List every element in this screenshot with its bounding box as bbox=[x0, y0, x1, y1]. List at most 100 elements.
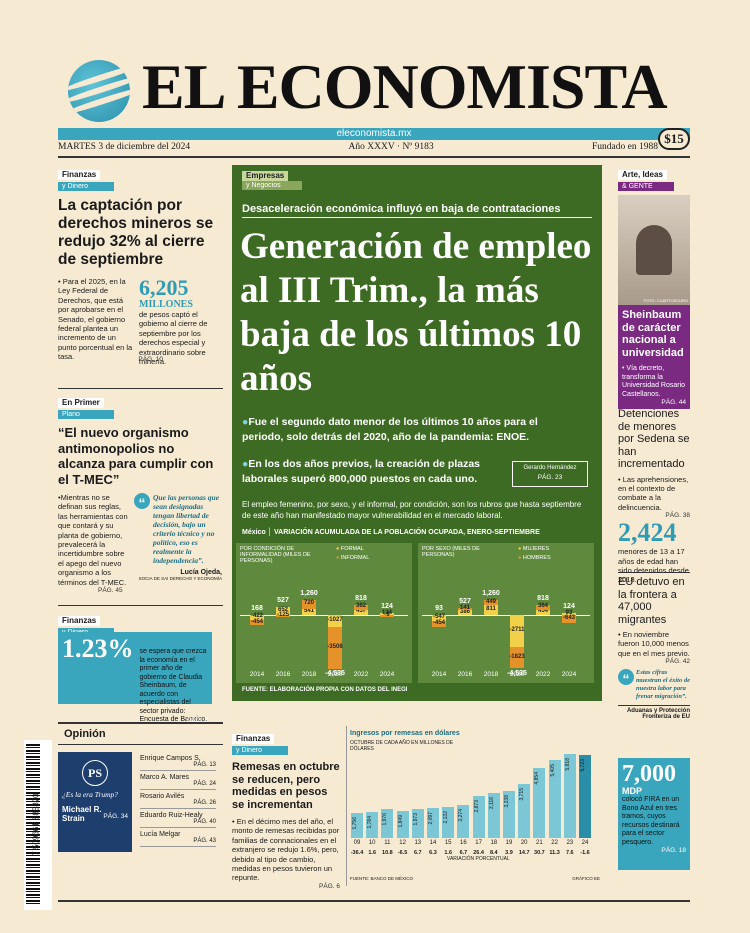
bar-formal bbox=[328, 615, 342, 628]
remesas-value-label: 5,818 bbox=[564, 757, 571, 771]
remesas-value-label: 5,405 bbox=[549, 763, 556, 777]
figure-unit-fira: MDP bbox=[622, 786, 642, 796]
remesas-change-label: 3.9 bbox=[505, 850, 513, 856]
remesas-bar bbox=[366, 812, 379, 838]
chart-informality: POR CONDICIÓN DE INFORMALIDAD (MILES DE … bbox=[236, 543, 412, 683]
remesas-change-label: 6.3 bbox=[429, 850, 437, 856]
remesas-change-label: 1.6 bbox=[444, 850, 453, 856]
x-tick-label: 2018 bbox=[301, 671, 317, 678]
page-ref[interactable]: PÁG. 18 bbox=[661, 847, 686, 854]
page-ref[interactable]: PÁG. 8 bbox=[187, 716, 208, 724]
remesas-chart: Ingresos por remesas en dólares OCTUBRE … bbox=[346, 726, 604, 886]
bar-value-label: 652 bbox=[277, 607, 288, 614]
bar-mujeres bbox=[536, 609, 550, 615]
columnist-item[interactable]: Lucía Melgar PÁG. 43 bbox=[140, 828, 216, 847]
bar-value-label: -643 bbox=[562, 614, 575, 621]
page-ref[interactable]: PÁG. 44 bbox=[661, 399, 686, 406]
bullet-dot-icon: ● bbox=[242, 458, 249, 470]
remesas-year-label: 11 bbox=[384, 840, 391, 846]
opinion-section: Opinión bbox=[58, 722, 223, 745]
bar-hombres bbox=[484, 600, 498, 606]
page-ref[interactable]: PÁG. 6 bbox=[319, 882, 340, 890]
price-badge: $15 bbox=[658, 128, 690, 150]
bar-value-label: -9 bbox=[384, 612, 390, 618]
barcode-icon bbox=[26, 744, 40, 906]
bar-value-label: 362 bbox=[355, 603, 366, 610]
legend-dot-women-icon: ● bbox=[518, 546, 522, 552]
growth-text: se espera que crezca la economía en el p… bbox=[139, 648, 208, 723]
columnist-item[interactable]: Enrique Campos S. PÁG. 13 bbox=[140, 752, 216, 771]
remesas-year-label: 21 bbox=[536, 840, 543, 846]
columnist-list: Enrique Campos S. PÁG. 13 Marco A. Mares P… bbox=[140, 752, 216, 847]
columnist-item[interactable]: Marco A. Mares PÁG. 24 bbox=[140, 771, 216, 790]
chart-title-informality: POR CONDICIÓN DE INFORMALIDAD (MILES DE … bbox=[240, 546, 311, 564]
bar-value-label: 457 bbox=[355, 608, 366, 615]
remesas-year-label: 12 bbox=[399, 840, 406, 846]
remesas-year-label: 14 bbox=[429, 840, 437, 846]
x-tick-label: 2018 bbox=[483, 671, 499, 678]
columnist-name: Rosario Avilés bbox=[140, 793, 185, 800]
total-label: -4,535 bbox=[325, 669, 345, 677]
opinion-feature[interactable]: PS ¿Es la era Trump? Michael R. Strain P… bbox=[58, 752, 132, 852]
x-tick-label: 2016 bbox=[457, 671, 473, 678]
headline-university[interactable]: Sheinbaum de carácter nacional a univers… bbox=[622, 309, 684, 359]
page-ref[interactable]: PÁG. 10 bbox=[138, 356, 163, 364]
headline-mining[interactable]: La captación por derechos mineros se red… bbox=[58, 197, 214, 268]
section-label: Empresas bbox=[242, 171, 289, 181]
bar-value-label: 386 bbox=[459, 608, 470, 615]
columnist-item[interactable]: Rosario Avilés PÁG. 26 bbox=[140, 790, 216, 809]
total-label: 1,260 bbox=[482, 590, 500, 598]
remesas-change-label: 8.4 bbox=[489, 850, 498, 856]
footer-rule bbox=[58, 900, 690, 902]
page-ref[interactable]: PÁG. 45 bbox=[98, 587, 123, 595]
author: Gerardo Hernández bbox=[523, 465, 577, 471]
section-sub: y Negocios bbox=[242, 181, 302, 190]
quote-author: Lucía Ojeda, bbox=[180, 569, 222, 576]
left-story-antimonopoly: En Primer Plano “El nuevo organismo anti… bbox=[58, 392, 223, 594]
chart-title-sex: POR SEXO (MILES DE PERSONAS) bbox=[422, 546, 480, 558]
right-story-migrants: EU detuvo en la frontera a 47,000 migran… bbox=[618, 576, 690, 720]
page-ref[interactable]: PÁG. 23 bbox=[537, 474, 563, 481]
headline-antimonopoly[interactable]: “El nuevo organismo antimonopolios no al… bbox=[58, 425, 214, 487]
headline-detentions[interactable]: Detenciones de menores por Sedena se han… bbox=[618, 408, 690, 470]
right-story-university: Arte, Ideas & GENTE FOTO: CUARTOSCURO Sh… bbox=[618, 164, 690, 409]
headline-remesas[interactable]: Remesas en octubre se reducen, pero medi… bbox=[232, 761, 340, 811]
remesas-change-label: -1.6 bbox=[580, 850, 590, 856]
bar-value-label: 720 bbox=[303, 600, 314, 607]
chart-zero-line bbox=[422, 615, 590, 616]
remesas-bar bbox=[427, 807, 439, 838]
remesas-bar bbox=[411, 809, 424, 838]
section-sub: y Dinero bbox=[58, 182, 114, 191]
remesas-change-label: 6.7 bbox=[459, 850, 468, 856]
person-silhouette-icon bbox=[636, 225, 672, 275]
site-url[interactable]: eleconomista.mx bbox=[336, 128, 412, 139]
columnist-item[interactable]: Eduardo Ruiz-Healy PÁG. 40 bbox=[140, 809, 216, 828]
photo-credit: FOTO: CUARTOSCURO bbox=[643, 298, 688, 303]
chart-heading: México │ VARIACIÓN ACUMULADA DE LA POBLA… bbox=[242, 529, 540, 536]
page-ref[interactable]: PÁG. 42 bbox=[665, 658, 690, 666]
legend-informal: ● INFORMAL bbox=[336, 555, 369, 561]
column-author: Michael R. Strain bbox=[62, 805, 102, 823]
x-tick-label: 2024 bbox=[379, 671, 395, 678]
legend-women: ● MUJERES bbox=[518, 546, 549, 552]
bar-formal bbox=[354, 609, 368, 615]
main-headline[interactable]: Generación de empleo al III Trim., la má… bbox=[240, 226, 592, 399]
x-tick-label: 2024 bbox=[561, 671, 577, 678]
section-label: Finanzas bbox=[58, 616, 101, 626]
remesas-year-label: 16 bbox=[460, 840, 467, 846]
headline-migrants[interactable]: EU detuvo en la frontera a 47,000 migran… bbox=[618, 576, 685, 626]
page-ref[interactable]: PÁG. 38 bbox=[665, 512, 690, 520]
figure-unit: MILLONES bbox=[139, 299, 193, 310]
legend-dot-men-icon: ● bbox=[518, 555, 522, 561]
figure-mining: 6,205 bbox=[139, 275, 189, 300]
chart-subtitle: VARIACIÓN ACUMULADA DE LA POBLACIÓN OCUP… bbox=[274, 529, 540, 536]
barcode: 7 509661 885870 bbox=[24, 740, 52, 910]
total-label: 527 bbox=[459, 598, 471, 606]
total-label: 168 bbox=[251, 605, 263, 612]
remesas-year-label: 19 bbox=[505, 840, 513, 846]
remesas-value-label: 1,973 bbox=[412, 813, 419, 826]
remesas-change-label: -36.4 bbox=[350, 850, 364, 856]
remesas-bar bbox=[518, 784, 531, 838]
remesas-value-label: 5,723 bbox=[580, 759, 586, 772]
page-ref[interactable]: PÁG. 34 bbox=[103, 813, 128, 820]
